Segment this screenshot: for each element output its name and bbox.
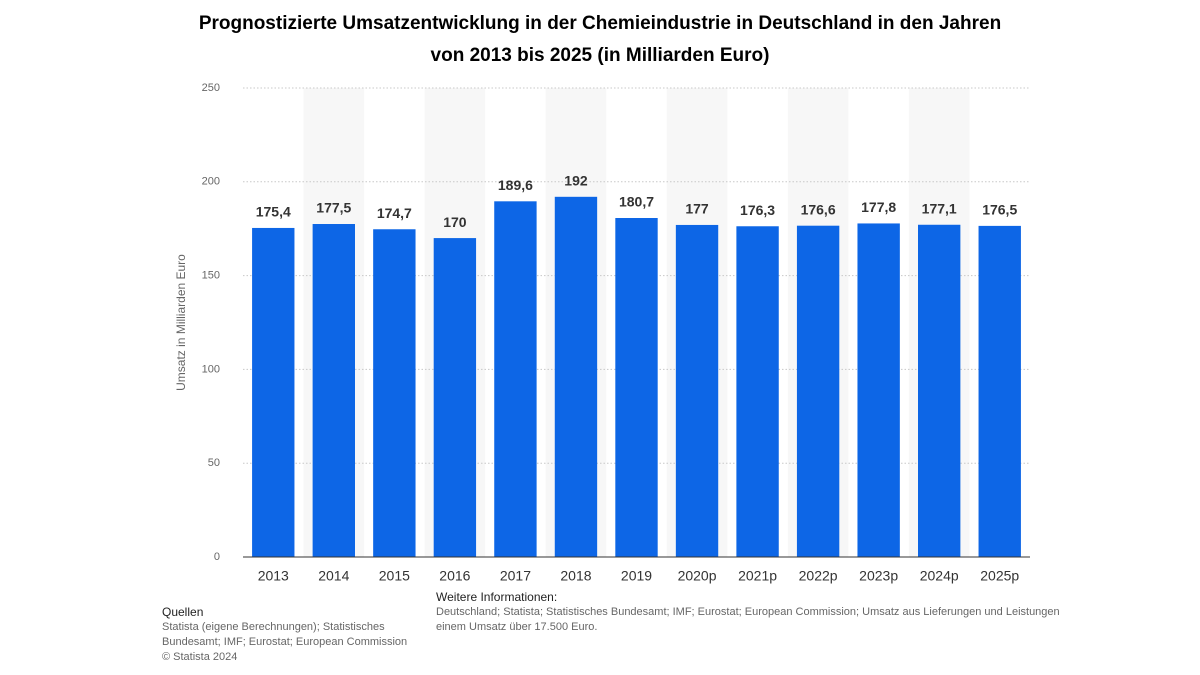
x-tick-label: 2014 [318, 568, 349, 584]
value-label: 180,7 [619, 194, 654, 210]
value-label: 170 [443, 214, 467, 230]
value-label: 176,5 [982, 202, 1017, 218]
y-tick-label: 100 [202, 363, 220, 375]
info-line: Deutschland; Statista; Statistisches Bun… [436, 606, 1060, 618]
bar [857, 223, 900, 557]
y-tick-label: 250 [202, 82, 220, 94]
bar [554, 196, 598, 558]
y-tick-label: 200 [202, 176, 220, 188]
x-tick-label: 2024p [920, 568, 959, 584]
bar [373, 229, 416, 557]
y-axis-label: Umsatz in Milliarden Euro [174, 254, 188, 391]
info-block: Weitere Informationen: Deutschland; Stat… [436, 590, 1066, 635]
y-tick-label: 150 [202, 270, 220, 282]
value-label: 189,6 [498, 177, 533, 193]
x-tick-label: 2018 [560, 568, 591, 584]
bar [252, 227, 295, 558]
x-tick-label: 2016 [439, 568, 470, 584]
x-tick-label: 2023p [859, 568, 898, 584]
sources-block: Quellen Statista (eigene Berechnungen); … [162, 605, 432, 665]
bar [675, 224, 719, 557]
x-tick-label: 2019 [621, 568, 652, 584]
info-line: einem Umsatz über 17.500 Euro. [436, 621, 598, 633]
sources: Statista (eigene Berechnungen); Statisti… [162, 621, 408, 648]
value-label: 177 [685, 201, 709, 217]
y-tick-label: 0 [214, 551, 220, 563]
x-tick-label: 2015 [379, 568, 410, 584]
value-label: 174,7 [377, 205, 412, 221]
value-label: 177,1 [922, 200, 957, 216]
bar [494, 201, 537, 557]
value-label: 176,3 [740, 202, 775, 218]
copyright: © Statista 2024 [162, 651, 238, 663]
x-tick-label: 2021p [738, 568, 777, 584]
chart-title: Prognostizierte Umsatzentwicklung in der… [198, 13, 1002, 66]
x-tick-label: 2025p [980, 568, 1019, 584]
value-label: 175,4 [256, 204, 291, 220]
bar [433, 238, 477, 557]
bar [615, 218, 658, 557]
bar [312, 224, 355, 557]
x-tick-label: 2022p [799, 568, 838, 584]
y-tick-label: 50 [208, 457, 220, 469]
info-title: Weitere Informationen: [436, 590, 558, 604]
value-label: 177,8 [861, 199, 896, 215]
chart: 0 50 100 150 200 250 Umsatz in Milliarden Euro… [174, 82, 1030, 584]
value-label: 176,6 [801, 201, 836, 217]
bar [918, 224, 961, 557]
x-tick-label: 2013 [258, 568, 289, 584]
value-label: 177,5 [316, 200, 351, 216]
value-label: 192 [564, 173, 588, 189]
x-tick-label: 2020p [678, 568, 717, 584]
bar [796, 225, 840, 557]
bar [978, 225, 1021, 558]
sources-title: Quellen [162, 605, 204, 619]
bar [736, 226, 779, 557]
x-tick-label: 2017 [500, 568, 531, 584]
